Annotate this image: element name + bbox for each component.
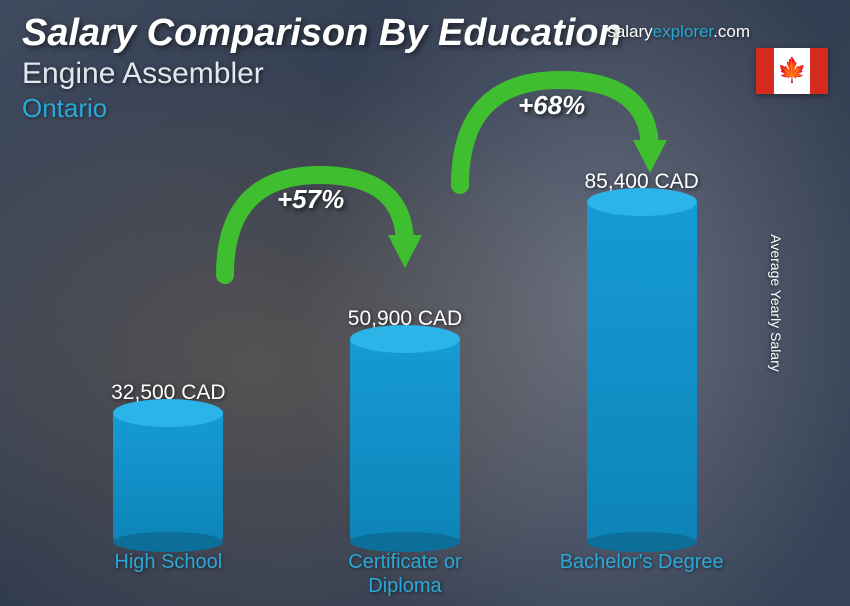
y-axis-label: Average Yearly Salary xyxy=(767,234,783,372)
flag-band-left xyxy=(756,48,774,94)
x-axis-label: Bachelor's Degree xyxy=(557,550,727,598)
maple-leaf-icon: 🍁 xyxy=(777,59,807,83)
flag-band-right xyxy=(810,48,828,94)
bar-front xyxy=(587,202,697,542)
branding-text: salaryexplorer.com xyxy=(607,22,750,42)
bar-top xyxy=(113,399,223,427)
x-axis-labels: High School Certificate or Diploma Bachelo… xyxy=(50,550,760,598)
x-axis-label: High School xyxy=(83,550,253,598)
increase-label-2: +68% xyxy=(518,90,585,121)
location-label: Ontario xyxy=(22,93,828,124)
bar-chart: 32,500 CAD 50,900 CAD 85,400 CAD xyxy=(50,162,760,542)
bar xyxy=(113,413,223,542)
x-axis-label: Certificate or Diploma xyxy=(320,550,490,598)
bar-bottom xyxy=(350,532,460,552)
bar-bottom xyxy=(113,532,223,552)
canada-flag-icon: 🍁 xyxy=(756,48,828,94)
bar-front xyxy=(350,339,460,542)
bar-group: 50,900 CAD xyxy=(320,307,490,542)
bar xyxy=(350,339,460,542)
bar-bottom xyxy=(587,532,697,552)
bar xyxy=(587,202,697,542)
bar-group: 85,400 CAD xyxy=(557,170,727,542)
job-title: Engine Assembler xyxy=(22,57,828,91)
branding-suffix: .com xyxy=(713,22,750,41)
branding-plain: salary xyxy=(607,22,652,41)
bar-top xyxy=(350,325,460,353)
bar-group: 32,500 CAD xyxy=(83,381,253,542)
flag-center: 🍁 xyxy=(774,48,810,94)
branding-accent: explorer xyxy=(653,22,713,41)
bar-front xyxy=(113,413,223,542)
bar-top xyxy=(587,188,697,216)
